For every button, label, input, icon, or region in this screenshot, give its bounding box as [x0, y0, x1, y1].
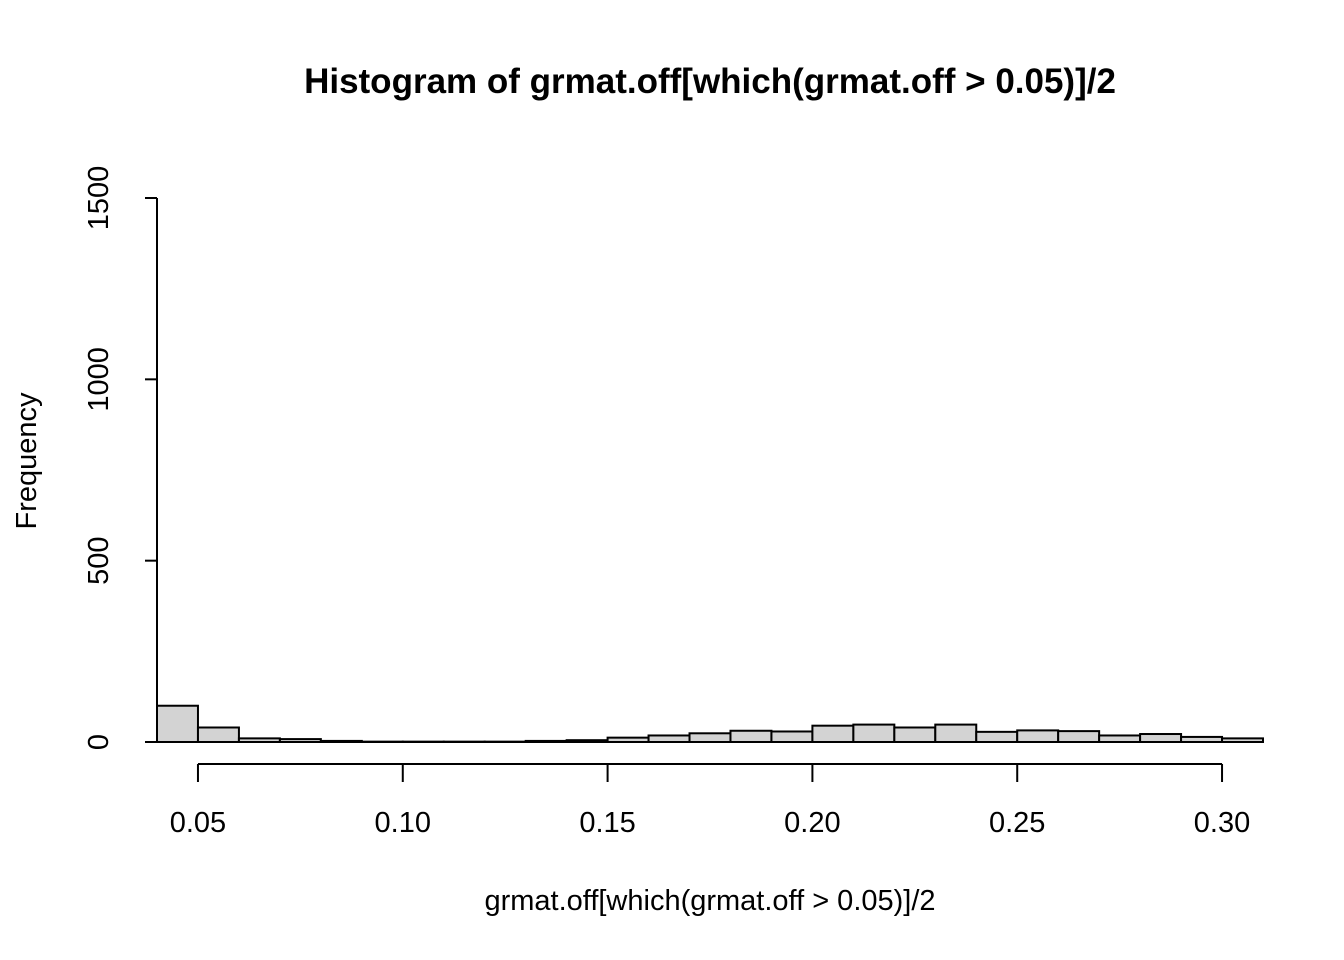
y-tick-label: 1500 — [83, 166, 115, 231]
histogram-bar — [1057, 730, 1101, 743]
histogram-bar — [770, 730, 814, 743]
x-axis-label: grmat.off[which(grmat.off > 0.05)]/2 — [484, 885, 935, 917]
y-tick-label: 500 — [83, 536, 115, 584]
histogram-bar — [524, 739, 568, 743]
y-axis: 0 500 1000 1500 — [83, 166, 158, 750]
histogram-bar — [1180, 735, 1224, 744]
histogram-bar — [565, 739, 609, 743]
chart-title: Histogram of grmat.off[which(grmat.off >… — [304, 62, 1116, 101]
histogram-bar — [893, 726, 937, 744]
x-tick-label: 0.10 — [375, 807, 431, 839]
histogram-bar — [278, 738, 322, 744]
histogram-bar — [647, 734, 691, 743]
x-tick-label: 0.30 — [1194, 807, 1250, 839]
histogram-bar — [1016, 729, 1060, 743]
histogram-bar — [156, 704, 199, 744]
x-axis: 0.05 0.10 0.15 0.20 0.25 0.30 — [170, 763, 1250, 839]
histogram-bar — [811, 724, 855, 743]
histogram-bar — [1098, 734, 1142, 743]
bars-group — [156, 704, 1264, 744]
y-tick-label: 0 — [83, 734, 115, 750]
histogram-bar — [852, 723, 896, 743]
histogram-bar — [975, 730, 1019, 744]
histogram-bar — [729, 729, 773, 743]
histogram-bar — [319, 739, 363, 743]
histogram-bar — [688, 732, 732, 744]
y-axis-label: Frequency — [11, 392, 43, 530]
y-tick-label: 1000 — [83, 347, 115, 412]
histogram-bar — [237, 737, 281, 744]
x-tick-label: 0.15 — [579, 807, 635, 839]
histogram-bar — [1139, 733, 1183, 744]
histogram-bar — [1221, 737, 1264, 744]
x-tick-label: 0.20 — [784, 807, 840, 839]
histogram-bar — [606, 736, 650, 744]
x-tick-label: 0.05 — [170, 807, 226, 839]
histogram-bar — [934, 723, 978, 743]
x-tick-label: 0.25 — [989, 807, 1045, 839]
histogram-bar — [196, 726, 240, 744]
